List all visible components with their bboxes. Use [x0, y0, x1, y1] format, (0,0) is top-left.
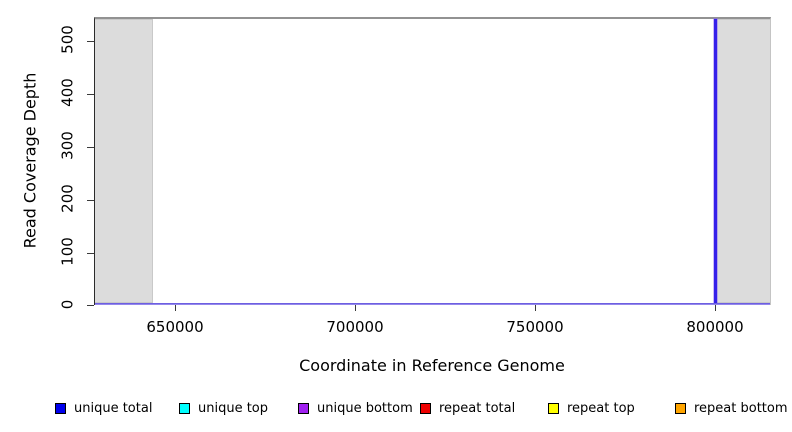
coverage-spike-line — [714, 19, 717, 303]
y-tick-label: 500 — [58, 25, 77, 54]
x-tick-label: 700000 — [326, 318, 384, 336]
plot-area — [87, 17, 771, 311]
y-tick-label: 200 — [58, 184, 77, 213]
shaded-region-left — [95, 19, 153, 303]
legend-label: repeat bottom — [694, 400, 788, 416]
legend-swatch-unique-total — [55, 402, 66, 414]
legend-item: unique total — [55, 400, 153, 416]
legend-swatch-repeat-bottom — [675, 402, 686, 414]
x-axis-title: Coordinate in Reference Genome — [299, 356, 565, 375]
zero-coverage-line — [95, 303, 770, 305]
legend-item: repeat total — [420, 400, 516, 416]
y-axis-tick — [87, 41, 94, 42]
legend-label: repeat top — [567, 400, 635, 416]
x-axis-tick — [535, 305, 536, 311]
legend-swatch-unique-top — [179, 402, 190, 414]
y-axis-tick — [87, 253, 94, 254]
y-axis-tick — [87, 147, 94, 148]
legend-swatch-repeat-top — [548, 402, 559, 414]
legend-item: unique bottom — [298, 400, 413, 416]
y-tick-label: 300 — [58, 131, 77, 160]
y-axis-tick — [87, 305, 94, 306]
legend-label: unique total — [74, 400, 153, 416]
y-tick-label: 400 — [58, 78, 77, 107]
y-axis-tick — [87, 200, 94, 201]
y-axis-tick — [87, 94, 94, 95]
legend-swatch-repeat-total — [420, 402, 431, 414]
y-axis-title: Read Coverage Depth — [20, 72, 40, 249]
legend-label: unique top — [198, 400, 269, 416]
y-tick-label: 100 — [58, 237, 77, 266]
x-tick-label: 750000 — [506, 318, 564, 336]
legend-item: repeat bottom — [675, 400, 788, 416]
y-tick-label: 0 — [58, 299, 77, 310]
x-tick-label: 800000 — [686, 318, 744, 336]
legend-label: unique bottom — [317, 400, 413, 416]
legend-item: repeat top — [548, 400, 635, 416]
x-axis-tick — [175, 305, 176, 311]
legend-swatch-unique-bottom — [298, 402, 309, 414]
x-axis-tick — [355, 305, 356, 311]
legend-label: repeat total — [439, 400, 516, 416]
legend-item: unique top — [179, 400, 269, 416]
shaded-region-right — [716, 19, 770, 303]
x-axis-tick — [715, 305, 716, 311]
x-tick-label: 650000 — [146, 318, 204, 336]
